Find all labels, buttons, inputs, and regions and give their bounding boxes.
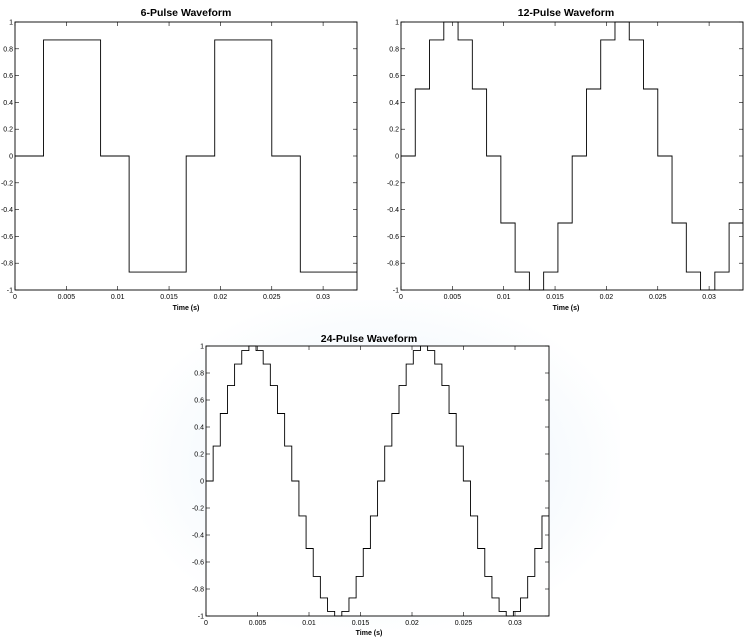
x-tick-label: 0.03 bbox=[508, 620, 522, 627]
y-tick-label: -0.6 bbox=[192, 560, 204, 567]
y-tick-label: -0.6 bbox=[387, 234, 399, 241]
y-tick-label: -1 bbox=[7, 288, 13, 295]
y-tick-label: 0.6 bbox=[3, 73, 13, 80]
chart-6-pulse: 6-Pulse Waveform -1 -0.8 -0.6 -0.4 -0.2 0 0.2 0… bbox=[1, 7, 358, 312]
x-tick-label: 0.025 bbox=[649, 294, 667, 301]
x-tick-label: 0.03 bbox=[316, 294, 330, 301]
chart-12-pulse: 12-Pulse Waveform -1 -0.8 -0.6 -0.4 -0.2 0 0.2… bbox=[387, 7, 744, 312]
x-axis-label: Time (s) bbox=[356, 630, 383, 637]
axis-ticks: -1 -0.8 -0.6 -0.4 -0.2 0 0.2 0.4 0.6 0.8 1 0 0.005 0.… bbox=[192, 344, 549, 627]
x-axis-label: Time (s) bbox=[553, 305, 580, 312]
y-tick-label: 0.6 bbox=[194, 398, 204, 405]
chart-title: 24-Pulse Waveform bbox=[321, 333, 417, 345]
y-tick-label: -0.2 bbox=[1, 180, 13, 187]
y-tick-label: 1 bbox=[200, 344, 204, 351]
y-tick-label: -1 bbox=[198, 614, 204, 621]
y-tick-label: 0.2 bbox=[389, 127, 399, 134]
x-tick-label: 0.01 bbox=[302, 620, 316, 627]
x-tick-label: 0.025 bbox=[455, 620, 473, 627]
y-tick-label: 0.4 bbox=[389, 100, 399, 107]
y-tick-label: -0.8 bbox=[1, 261, 13, 268]
y-tick-label: 0.4 bbox=[194, 425, 204, 432]
chart-title: 6-Pulse Waveform bbox=[141, 7, 232, 19]
x-tick-label: 0.015 bbox=[160, 294, 178, 301]
y-tick-label: 0.8 bbox=[389, 46, 399, 53]
y-tick-label: 1 bbox=[9, 20, 13, 27]
y-tick-label: 0.6 bbox=[389, 73, 399, 80]
y-tick-label: -0.8 bbox=[387, 261, 399, 268]
x-tick-label: 0.02 bbox=[214, 294, 228, 301]
x-tick-label: 0 bbox=[204, 620, 208, 627]
y-tick-label: 0.8 bbox=[194, 371, 204, 378]
y-tick-label: -0.2 bbox=[192, 506, 204, 513]
x-tick-label: 0.005 bbox=[249, 620, 267, 627]
y-tick-label: -0.8 bbox=[192, 587, 204, 594]
x-tick-label: 0.01 bbox=[497, 294, 511, 301]
x-axis-label: Time (s) bbox=[173, 305, 200, 312]
x-tick-label: 0.015 bbox=[546, 294, 564, 301]
y-tick-label: -0.4 bbox=[1, 207, 13, 214]
y-tick-label: 1 bbox=[395, 20, 399, 27]
x-tick-label: 0.02 bbox=[600, 294, 614, 301]
y-tick-label: -0.4 bbox=[192, 533, 204, 540]
waveform-line bbox=[206, 345, 549, 617]
y-tick-label: 0 bbox=[9, 154, 13, 161]
chart-24-pulse: 24-Pulse Waveform -1 -0.8 -0.6 -0.4 -0.2 0 0.2… bbox=[192, 333, 550, 637]
x-tick-label: 0.01 bbox=[111, 294, 125, 301]
axis-ticks: -1 -0.8 -0.6 -0.4 -0.2 0 0.2 0.4 0.6 0.8 1 0 0.005 0.… bbox=[387, 20, 743, 301]
y-tick-label: -0.4 bbox=[387, 207, 399, 214]
chart-title: 12-Pulse Waveform bbox=[518, 7, 614, 19]
y-tick-label: 0.4 bbox=[3, 100, 13, 107]
y-tick-label: 0.8 bbox=[3, 46, 13, 53]
x-tick-label: 0.005 bbox=[444, 294, 462, 301]
x-tick-label: 0.005 bbox=[58, 294, 76, 301]
y-tick-label: -0.6 bbox=[1, 234, 13, 241]
x-tick-label: 0.03 bbox=[702, 294, 716, 301]
x-tick-label: 0.015 bbox=[352, 620, 370, 627]
x-tick-label: 0 bbox=[399, 294, 403, 301]
y-tick-label: 0 bbox=[395, 154, 399, 161]
x-tick-label: 0.02 bbox=[405, 620, 419, 627]
y-tick-label: -0.2 bbox=[387, 180, 399, 187]
x-tick-label: 0.025 bbox=[263, 294, 281, 301]
y-tick-label: 0 bbox=[200, 479, 204, 486]
axis-ticks: -1 -0.8 -0.6 -0.4 -0.2 0 0.2 0.4 0.6 0.8 1 0 0.005 0.… bbox=[1, 20, 357, 301]
y-tick-label: 0.2 bbox=[3, 127, 13, 134]
waveform-line bbox=[401, 21, 743, 291]
y-tick-label: -1 bbox=[393, 288, 399, 295]
x-tick-label: 0 bbox=[13, 294, 17, 301]
waveform-line bbox=[15, 39, 357, 273]
y-tick-label: 0.2 bbox=[194, 452, 204, 459]
